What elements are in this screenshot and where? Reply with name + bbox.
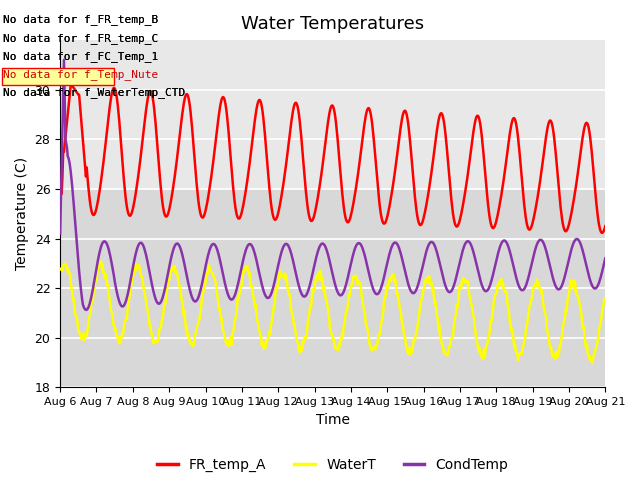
Text: No data for f_FC_Temp_1: No data for f_FC_Temp_1: [3, 51, 159, 62]
Text: No data for f_WaterTemp_CTD: No data for f_WaterTemp_CTD: [3, 87, 186, 98]
Text: No data for f_FR_temp_C: No data for f_FR_temp_C: [3, 33, 159, 44]
Text: No data for f_Temp_Nute: No data for f_Temp_Nute: [3, 69, 159, 80]
Text: No data for f_FR_temp_B: No data for f_FR_temp_B: [3, 14, 159, 25]
X-axis label: Time: Time: [316, 413, 349, 427]
Text: No data for f_FC_Temp_1: No data for f_FC_Temp_1: [3, 51, 159, 62]
Text: No data for f_WaterTemp_CTD: No data for f_WaterTemp_CTD: [3, 87, 186, 98]
Y-axis label: Temperature (C): Temperature (C): [15, 157, 29, 270]
Text: No data for f_FR_temp_C: No data for f_FR_temp_C: [3, 33, 159, 44]
Text: No data for f_FR_temp_B: No data for f_FR_temp_B: [3, 14, 159, 25]
Title: Water Temperatures: Water Temperatures: [241, 15, 424, 33]
Bar: [60, 40, 605, 189]
Legend: FR_temp_A, WaterT, CondTemp: FR_temp_A, WaterT, CondTemp: [152, 452, 514, 478]
